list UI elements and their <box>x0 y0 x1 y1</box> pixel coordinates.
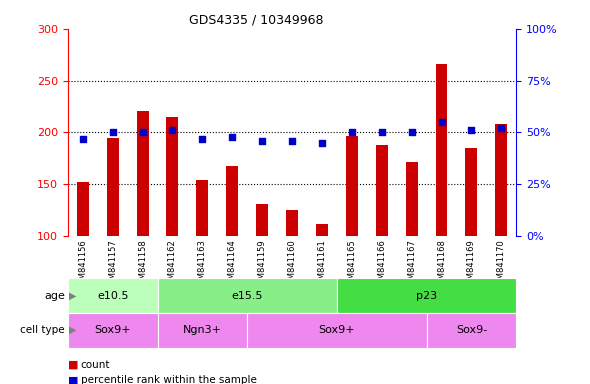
Text: GSM841159: GSM841159 <box>258 240 267 290</box>
Bar <box>68 313 158 348</box>
Bar <box>376 145 388 236</box>
Point <box>78 136 87 142</box>
Text: Sox9+: Sox9+ <box>319 325 355 335</box>
Text: ■: ■ <box>68 360 78 370</box>
Text: ▶: ▶ <box>69 325 77 335</box>
Text: GSM841160: GSM841160 <box>287 240 297 290</box>
Text: ■: ■ <box>68 375 78 384</box>
Text: GSM841163: GSM841163 <box>198 240 207 290</box>
Text: GSM841156: GSM841156 <box>78 240 87 290</box>
Bar <box>107 138 119 236</box>
Text: e15.5: e15.5 <box>231 291 263 301</box>
Text: Sox9-: Sox9- <box>456 325 487 335</box>
Text: GSM841161: GSM841161 <box>317 240 326 290</box>
Text: GSM841165: GSM841165 <box>348 240 356 290</box>
Bar <box>256 204 268 236</box>
Bar <box>435 64 447 236</box>
Point <box>257 138 267 144</box>
Text: GSM841166: GSM841166 <box>377 240 386 290</box>
Point <box>287 138 297 144</box>
Point <box>198 136 207 142</box>
Text: e10.5: e10.5 <box>97 291 129 301</box>
Bar <box>196 180 208 236</box>
Bar <box>406 162 418 236</box>
Bar <box>158 313 247 348</box>
Point <box>108 129 117 136</box>
Bar <box>68 278 158 313</box>
Bar <box>427 313 516 348</box>
Point <box>497 125 506 131</box>
Bar <box>316 224 328 236</box>
Text: GSM841157: GSM841157 <box>108 240 117 290</box>
Text: GSM841158: GSM841158 <box>138 240 147 290</box>
Point <box>467 127 476 134</box>
Text: GSM841169: GSM841169 <box>467 240 476 290</box>
Bar <box>346 136 358 236</box>
Text: p23: p23 <box>416 291 437 301</box>
Text: GSM841170: GSM841170 <box>497 240 506 290</box>
Point <box>317 140 327 146</box>
Bar <box>227 166 238 236</box>
Text: cell type: cell type <box>20 325 65 335</box>
Point <box>228 134 237 140</box>
Title: GDS4335 / 10349968: GDS4335 / 10349968 <box>189 13 323 26</box>
Point <box>407 129 417 136</box>
Bar <box>158 278 337 313</box>
Text: Sox9+: Sox9+ <box>94 325 131 335</box>
Bar <box>247 313 427 348</box>
Point <box>437 119 446 125</box>
Text: count: count <box>81 360 110 370</box>
Bar <box>137 111 149 236</box>
Bar <box>496 124 507 236</box>
Bar <box>466 148 477 236</box>
Text: Ngn3+: Ngn3+ <box>183 325 222 335</box>
Point <box>168 127 177 134</box>
Text: GSM841164: GSM841164 <box>228 240 237 290</box>
Text: GSM841168: GSM841168 <box>437 240 446 290</box>
Text: age: age <box>44 291 65 301</box>
Bar <box>166 117 178 236</box>
Text: GSM841162: GSM841162 <box>168 240 177 290</box>
Bar <box>77 182 88 236</box>
Bar <box>286 210 298 236</box>
Point <box>138 129 148 136</box>
Text: GSM841167: GSM841167 <box>407 240 416 290</box>
Point <box>347 129 356 136</box>
Point <box>377 129 386 136</box>
Text: percentile rank within the sample: percentile rank within the sample <box>81 375 257 384</box>
Text: ▶: ▶ <box>69 291 77 301</box>
Bar <box>337 278 516 313</box>
